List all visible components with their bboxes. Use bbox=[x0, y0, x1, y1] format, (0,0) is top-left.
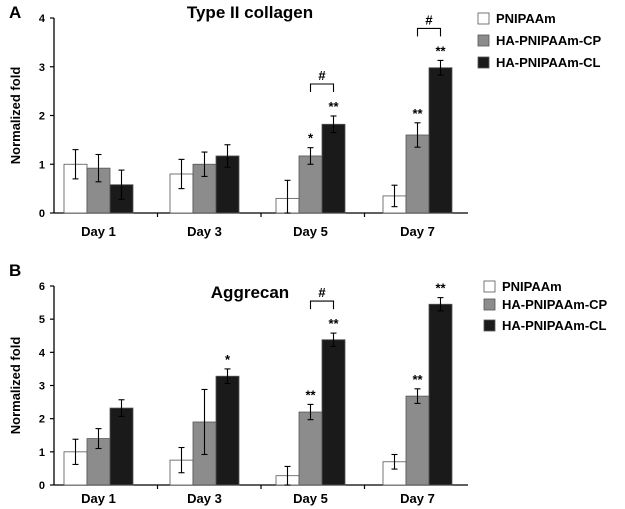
significance-marker: * bbox=[308, 131, 314, 146]
significance-marker: ** bbox=[412, 106, 423, 121]
y-tick-label: 0 bbox=[39, 208, 45, 220]
significance-bracket bbox=[309, 83, 335, 92]
significance-marker: * bbox=[225, 352, 231, 367]
significance-marker: ** bbox=[412, 372, 423, 387]
y-axis-label: Normalized fold bbox=[8, 337, 23, 435]
y-tick-label: 2 bbox=[39, 111, 45, 123]
legend-label: PNIPAAm bbox=[502, 279, 562, 294]
legend-swatch bbox=[483, 298, 496, 311]
chart-title: Aggrecan bbox=[211, 283, 289, 302]
bar bbox=[215, 375, 240, 486]
y-tick-label: 4 bbox=[39, 347, 46, 359]
chart-panel-a: A Type II collagen Normalized fold 0 1 2 3 4 Day… bbox=[8, 3, 602, 239]
bar bbox=[298, 411, 323, 486]
x-tick-label: Day 1 bbox=[81, 224, 116, 239]
legend-swatch bbox=[477, 12, 490, 25]
legend-label: HA-PNIPAAm-CP bbox=[496, 33, 602, 48]
panel-letter: B bbox=[9, 261, 21, 280]
legend-swatch bbox=[483, 319, 496, 332]
legend-label: PNIPAAm bbox=[496, 11, 556, 26]
bar bbox=[405, 395, 430, 486]
y-tick-label: 4 bbox=[39, 13, 46, 25]
significance-marker: ** bbox=[435, 281, 446, 296]
y-tick-label: 1 bbox=[39, 159, 45, 171]
y-tick-label: 1 bbox=[39, 447, 45, 459]
significance-marker: ** bbox=[328, 99, 339, 114]
y-tick-label: 3 bbox=[39, 381, 45, 393]
y-axis-label: Normalized fold bbox=[8, 67, 23, 165]
x-tick-label: Day 1 bbox=[81, 491, 116, 506]
bar bbox=[428, 303, 453, 486]
bar bbox=[321, 123, 346, 214]
y-tick-label: 5 bbox=[39, 314, 45, 326]
significance-bracket bbox=[309, 300, 335, 310]
y-tick-label: 0 bbox=[39, 480, 45, 492]
significance-bracket bbox=[416, 27, 442, 37]
y-tick-label: 6 bbox=[39, 281, 45, 293]
significance-marker: ** bbox=[328, 316, 339, 331]
y-tick-label: 3 bbox=[39, 62, 45, 74]
x-tick-label: Day 5 bbox=[293, 491, 328, 506]
legend-swatch bbox=[477, 34, 490, 47]
legend-swatch bbox=[483, 280, 496, 293]
bracket-label: # bbox=[318, 68, 326, 83]
x-tick-label: Day 3 bbox=[187, 224, 222, 239]
bar bbox=[321, 339, 346, 486]
bracket-label: # bbox=[318, 285, 326, 300]
chart-title: Type II collagen bbox=[187, 3, 313, 22]
legend-label: HA-PNIPAAm-CL bbox=[496, 55, 601, 70]
panel-letter: A bbox=[9, 3, 21, 22]
bar bbox=[109, 407, 134, 486]
x-tick-label: Day 5 bbox=[293, 224, 328, 239]
legend-label: HA-PNIPAAm-CL bbox=[502, 318, 607, 333]
x-tick-label: Day 7 bbox=[400, 491, 435, 506]
bracket-label: # bbox=[425, 12, 433, 27]
legend-label: HA-PNIPAAm-CP bbox=[502, 297, 608, 312]
legend-swatch bbox=[477, 56, 490, 69]
x-tick-label: Day 7 bbox=[400, 224, 435, 239]
y-tick-label: 2 bbox=[39, 414, 45, 426]
x-tick-label: Day 3 bbox=[187, 491, 222, 506]
significance-marker: ** bbox=[305, 387, 316, 402]
chart-panel-b: B Aggrecan Normalized fold 0 1 2 3 4 5 6 Day 1 Day … bbox=[8, 261, 608, 506]
bar bbox=[428, 67, 453, 214]
significance-marker: ** bbox=[435, 43, 446, 58]
